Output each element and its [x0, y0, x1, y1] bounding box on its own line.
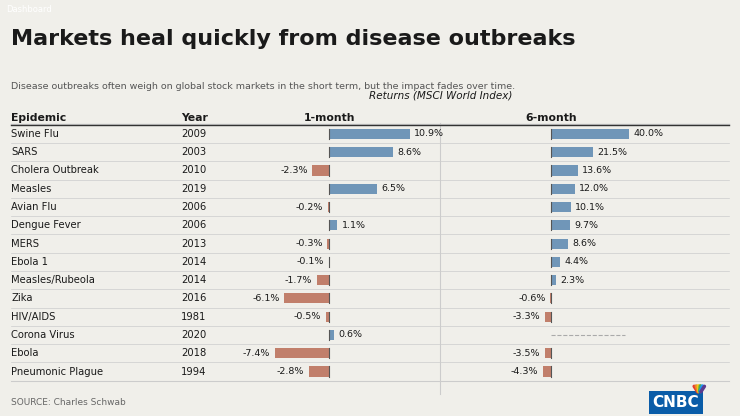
- Text: 12.0%: 12.0%: [579, 184, 609, 193]
- Bar: [329, 147, 393, 157]
- Bar: [275, 348, 329, 358]
- Text: 40.0%: 40.0%: [633, 129, 663, 139]
- Text: -3.5%: -3.5%: [513, 349, 540, 358]
- Text: Epidemic: Epidemic: [11, 113, 67, 123]
- Bar: [284, 293, 329, 303]
- Text: 21.5%: 21.5%: [597, 148, 628, 157]
- Text: 13.6%: 13.6%: [582, 166, 612, 175]
- Bar: [551, 275, 556, 285]
- Text: Pneumonic Plague: Pneumonic Plague: [11, 366, 103, 376]
- Text: 2009: 2009: [181, 129, 206, 139]
- Text: 2020: 2020: [181, 330, 206, 340]
- Text: -0.1%: -0.1%: [297, 258, 324, 266]
- Bar: [329, 330, 334, 340]
- Bar: [551, 129, 629, 139]
- Text: -2.8%: -2.8%: [277, 367, 304, 376]
- Text: 2014: 2014: [181, 257, 206, 267]
- Text: 2003: 2003: [181, 147, 206, 157]
- Text: 2006: 2006: [181, 220, 206, 230]
- Text: 2.3%: 2.3%: [560, 276, 585, 285]
- Text: 2006: 2006: [181, 202, 206, 212]
- Text: Ebola: Ebola: [11, 348, 38, 358]
- Text: 2018: 2018: [181, 348, 206, 358]
- Bar: [327, 238, 329, 249]
- Bar: [317, 275, 329, 285]
- Text: Year: Year: [181, 113, 208, 123]
- Bar: [312, 166, 329, 176]
- Bar: [543, 366, 551, 376]
- Bar: [329, 184, 377, 194]
- Bar: [326, 312, 329, 322]
- Text: SOURCE: Charles Schwab: SOURCE: Charles Schwab: [11, 398, 126, 407]
- Text: -6.1%: -6.1%: [252, 294, 280, 303]
- Text: 2019: 2019: [181, 184, 206, 194]
- Text: 4.4%: 4.4%: [565, 258, 588, 266]
- Bar: [551, 166, 578, 176]
- Text: CNBC: CNBC: [653, 395, 699, 410]
- Text: Ebola 1: Ebola 1: [11, 257, 48, 267]
- Text: 2016: 2016: [181, 293, 206, 303]
- Bar: [551, 184, 574, 194]
- Bar: [550, 293, 551, 303]
- Text: Returns (MSCI World Index): Returns (MSCI World Index): [369, 91, 512, 101]
- Bar: [328, 202, 329, 212]
- Text: 8.6%: 8.6%: [397, 148, 421, 157]
- Text: 10.1%: 10.1%: [575, 203, 605, 211]
- Text: 2014: 2014: [181, 275, 206, 285]
- Text: 9.7%: 9.7%: [574, 221, 599, 230]
- Text: Corona Virus: Corona Virus: [11, 330, 75, 340]
- Text: Cholera Outbreak: Cholera Outbreak: [11, 166, 99, 176]
- Text: -7.4%: -7.4%: [243, 349, 270, 358]
- Text: SARS: SARS: [11, 147, 38, 157]
- Bar: [329, 220, 337, 230]
- Text: 6.5%: 6.5%: [382, 184, 406, 193]
- Text: -3.3%: -3.3%: [513, 312, 540, 321]
- Bar: [309, 366, 329, 376]
- Text: Disease outbreaks often weigh on global stock markets in the short term, but the: Disease outbreaks often weigh on global …: [11, 82, 515, 91]
- Text: Measles/Rubeola: Measles/Rubeola: [11, 275, 95, 285]
- Text: -4.3%: -4.3%: [511, 367, 539, 376]
- Bar: [551, 238, 568, 249]
- Text: Zika: Zika: [11, 293, 33, 303]
- Text: 6-month: 6-month: [525, 113, 577, 123]
- Text: HIV/AIDS: HIV/AIDS: [11, 312, 56, 322]
- Text: Dashboard: Dashboard: [6, 5, 52, 14]
- Text: -0.5%: -0.5%: [294, 312, 321, 321]
- Text: 1.1%: 1.1%: [342, 221, 366, 230]
- Text: 1981: 1981: [181, 312, 206, 322]
- Text: 1994: 1994: [181, 366, 206, 376]
- Text: Swine Flu: Swine Flu: [11, 129, 59, 139]
- Text: 0.6%: 0.6%: [338, 330, 362, 339]
- Text: -2.3%: -2.3%: [280, 166, 308, 175]
- Text: Measles: Measles: [11, 184, 52, 194]
- Text: 8.6%: 8.6%: [573, 239, 596, 248]
- Text: 2013: 2013: [181, 239, 206, 249]
- Text: 10.9%: 10.9%: [414, 129, 445, 139]
- Text: -0.3%: -0.3%: [295, 239, 323, 248]
- Bar: [551, 147, 593, 157]
- Bar: [329, 129, 410, 139]
- Text: -1.7%: -1.7%: [285, 276, 312, 285]
- Text: Dengue Fever: Dengue Fever: [11, 220, 81, 230]
- Bar: [551, 202, 571, 212]
- Text: -0.2%: -0.2%: [296, 203, 323, 211]
- Bar: [551, 257, 560, 267]
- Text: MERS: MERS: [11, 239, 39, 249]
- Text: 1-month: 1-month: [303, 113, 355, 123]
- Bar: [545, 312, 551, 322]
- Text: Markets heal quickly from disease outbreaks: Markets heal quickly from disease outbre…: [11, 29, 576, 49]
- Text: 2010: 2010: [181, 166, 206, 176]
- Text: -0.6%: -0.6%: [518, 294, 545, 303]
- Bar: [545, 348, 551, 358]
- Bar: [551, 220, 570, 230]
- Text: Avian Flu: Avian Flu: [11, 202, 57, 212]
